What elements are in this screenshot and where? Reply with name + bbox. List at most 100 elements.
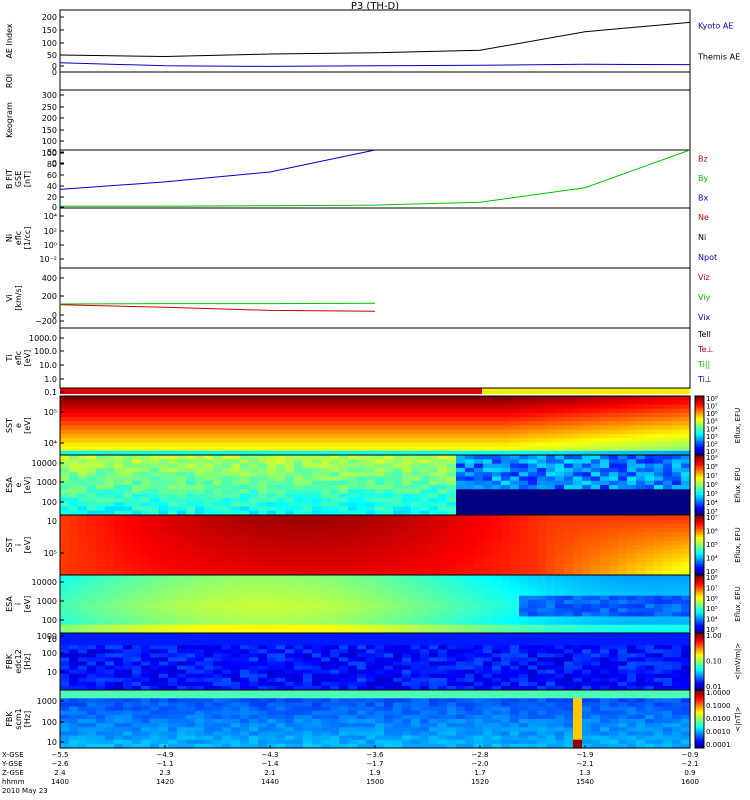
fbk_e-spectrogram <box>60 633 691 691</box>
axis-row-value: 1520 <box>471 778 489 786</box>
series-viz <box>59 304 376 312</box>
chart-title: P3 (TH-D) <box>351 1 399 12</box>
ti-legend-entry: Ti⊥ <box>697 375 712 384</box>
esa_i-ylabel: i <box>14 603 23 605</box>
sst_i-ylabel: [eV] <box>23 537 32 554</box>
vi-legend-entry: Vix <box>698 313 711 322</box>
vi-tick-label: 400 <box>42 274 57 283</box>
ae-tick-label: 100 <box>42 39 57 48</box>
sst_e-tick-label: 10⁵ <box>44 408 57 417</box>
ae-ylabel: AE Index <box>5 23 14 58</box>
fbk_e-colorbar-label: 0.01 <box>706 683 722 691</box>
esa_i-tick-label: 10000 <box>32 578 57 587</box>
axis-row-value: 1540 <box>576 778 594 786</box>
bfit-tick-label: 60 <box>47 171 57 180</box>
sst_i-colorbar <box>694 514 705 576</box>
fbk_b-colorbar-label: 0.0100 <box>706 715 731 723</box>
esa_e-ylabel: ESA <box>5 477 14 493</box>
esa_e-colorbar-label: 10⁶ <box>706 481 718 489</box>
axis-row-label: Z-GSE <box>2 769 24 777</box>
axis-row-value: −3.6 <box>367 751 385 759</box>
esa_e-colorbar-title: Eflux, EFU <box>734 467 742 502</box>
esa_e-ylabel: e <box>14 482 23 487</box>
axis-row-label: Y-GSE <box>1 760 23 768</box>
ni-legend-entry: Ne <box>698 213 709 222</box>
fbk_b-colorbar-title: <|nT|> <box>734 706 742 731</box>
ni-tick-label: 10⁰ <box>44 241 57 250</box>
sst_e-ylabel: SST <box>5 418 14 433</box>
ni-panel-frame <box>59 207 691 269</box>
sst_i-colorbar-label: 10⁷ <box>706 514 718 522</box>
fbk_b-tick-label: 10 <box>47 738 57 747</box>
sst_i-ylabel: i <box>14 544 23 546</box>
esa_e-colorbar-label: 10⁴ <box>706 499 718 507</box>
ti-tick-label: 100.0 <box>34 347 57 356</box>
ni-ylabel: eflc <box>14 231 23 245</box>
axis-row-value: 1440 <box>261 778 279 786</box>
sst_i-colorbar-label: 10³ <box>706 568 718 576</box>
esa_i-ylabel: [eV] <box>23 596 32 613</box>
esa_e-tick-label: 10 <box>47 517 57 526</box>
axis-row-value: 2.1 <box>264 769 275 777</box>
bfit-ylabel: B FIT <box>5 169 14 189</box>
ni-tick-label: 10² <box>44 227 57 236</box>
axis-row-value: −1.9 <box>577 751 594 759</box>
axis-row-value: −1.1 <box>157 760 174 768</box>
ae-tick-label: 0 <box>52 62 57 71</box>
roi-ylabel: ROI <box>5 74 14 88</box>
fbk_e-ylabel: edc12 <box>14 649 23 674</box>
sst_e-ylabel: e <box>14 423 23 428</box>
keogram-tick-label: 0 <box>52 159 57 168</box>
sst_i-colorbar-label: 10⁴ <box>706 555 718 563</box>
esa_i-colorbar-label: 10⁵ <box>706 605 718 613</box>
esa_i-spectrogram <box>60 575 691 634</box>
series-bx <box>59 149 376 190</box>
esa_i-tick-label: 10 <box>47 635 57 644</box>
ti-ylabel: eflc <box>14 351 23 365</box>
esa_i-colorbar-label: 10⁴ <box>706 616 718 624</box>
sst_i-ylabel: SST <box>5 537 14 552</box>
axis-row-value: −2.1 <box>577 760 594 768</box>
ae-tick-label: 200 <box>42 13 57 22</box>
axis-row-value: 1.3 <box>579 769 590 777</box>
esa_e-colorbar <box>694 454 705 516</box>
ti-legend-entry: Ti|| <box>697 360 710 369</box>
ti-ylabel: [eV] <box>23 350 32 367</box>
sst_e-colorbar-label: 10⁷ <box>706 403 718 411</box>
esa_i-colorbar-label: 10⁸ <box>706 574 718 582</box>
fbk_b-colorbar-label: 0.0010 <box>706 728 731 736</box>
ni-legend-entry: Npot <box>698 253 717 262</box>
axis-row-value: −5.5 <box>52 751 69 759</box>
fbk_e-colorbar-title: <|mV/m|> <box>734 643 742 680</box>
ti-legend-entry: Tell <box>697 330 711 339</box>
fbk_e-colorbar-label: 0.10 <box>706 658 722 666</box>
axis-row-label: hhmm <box>2 778 25 786</box>
axis-row-label: X-GSE <box>2 751 24 759</box>
esa_i-ylabel: ESA <box>5 596 14 612</box>
axis-row-value: 1.9 <box>369 769 380 777</box>
fbk_e-ylabel: [Hz] <box>23 653 32 669</box>
esa_i-colorbar-label: 10⁶ <box>706 595 718 603</box>
vi-tick-label: 0 <box>52 311 57 320</box>
esa_e-tick-label: 100 <box>42 498 57 507</box>
esa_i-colorbar <box>694 574 705 634</box>
roi-tick-label: 0 <box>52 68 57 77</box>
vi-legend-entry: Viy <box>698 293 711 302</box>
fbk_b-colorbar-label: 1.0000 <box>706 689 731 697</box>
fbk_b-tick-label: 1000 <box>37 697 57 706</box>
sst_i-colorbar-label: 10⁵ <box>706 541 718 549</box>
fbk_e-colorbar <box>694 632 705 691</box>
ni-tick-label: 10⁴ <box>44 212 57 221</box>
series-viy <box>59 302 376 305</box>
fbk_b-colorbar-label: 0.1000 <box>706 702 731 710</box>
bfit-ylabel: [nT] <box>23 171 32 187</box>
date-label: 2010 May 23 <box>2 787 48 795</box>
ni-ylabel: Ni <box>5 234 14 242</box>
axis-row-value: 2.4 <box>54 769 66 777</box>
ti-legend-entry: Te⊥ <box>697 345 713 354</box>
sst_i-colorbar-title: Eflux, EFU <box>734 527 742 562</box>
axis-row-value: −1.7 <box>367 760 384 768</box>
sst_e-colorbar-label: 10⁶ <box>706 410 718 418</box>
sst_e-colorbar-label: 10⁵ <box>706 418 718 426</box>
